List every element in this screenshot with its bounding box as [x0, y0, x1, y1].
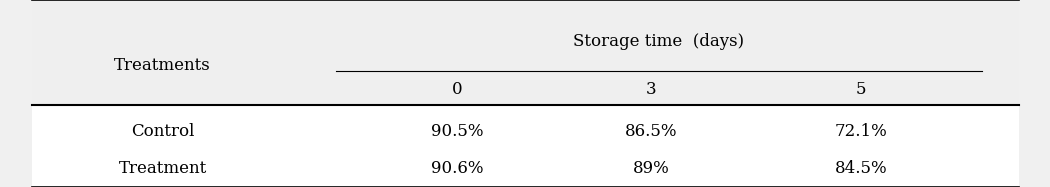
- Text: 72.1%: 72.1%: [835, 123, 887, 140]
- Text: Control: Control: [131, 123, 194, 140]
- Text: 86.5%: 86.5%: [625, 123, 677, 140]
- Text: Storage time  (days): Storage time (days): [573, 33, 744, 50]
- Text: 0: 0: [452, 81, 462, 98]
- Text: 84.5%: 84.5%: [835, 160, 887, 177]
- Text: 90.6%: 90.6%: [430, 160, 483, 177]
- Bar: [32, 105, 1018, 187]
- Text: 90.5%: 90.5%: [430, 123, 483, 140]
- Text: Treatments: Treatments: [114, 57, 211, 74]
- Text: Treatment: Treatment: [119, 160, 207, 177]
- Text: 3: 3: [646, 81, 656, 98]
- Text: 5: 5: [856, 81, 866, 98]
- Text: 89%: 89%: [632, 160, 670, 177]
- Bar: [32, 0, 1018, 105]
